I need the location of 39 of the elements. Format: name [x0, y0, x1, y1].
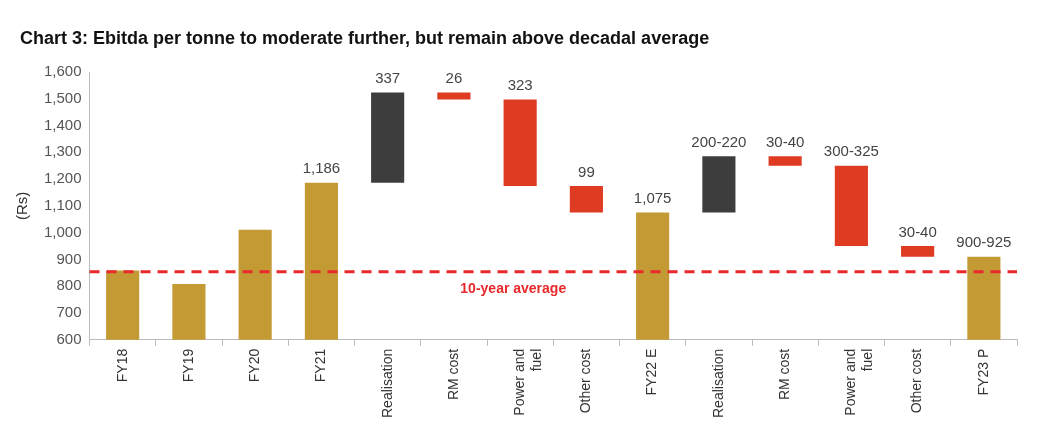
x-tick-label: Realisation — [378, 348, 395, 418]
data-label: 1,186 — [302, 159, 341, 177]
y-tick-label: 1,000 — [43, 222, 82, 240]
y-tick-label: 600 — [56, 329, 82, 347]
data-label: 200-220 — [691, 132, 747, 150]
y-tick-label: 1,100 — [43, 196, 82, 214]
x-tick-label: FY22 E — [643, 348, 660, 396]
x-tick-label: FY20 — [246, 348, 263, 383]
chart-title: Chart 3: Ebitda per tonne to moderate further, but remain above decadal average — [20, 28, 710, 49]
data-label: 1,075 — [633, 189, 672, 207]
y-tick-label: 1,600 — [43, 62, 82, 80]
data-label: 30-40 — [765, 132, 805, 150]
y-tick-label: 900 — [56, 249, 82, 267]
data-label: 337 — [375, 69, 401, 87]
x-tick-label: FY21 — [312, 348, 329, 383]
y-tick-label: 1,500 — [43, 88, 82, 106]
data-label: 323 — [507, 76, 533, 94]
data-label: 900-925 — [956, 233, 1012, 251]
y-axis-title: (Rs) — [13, 191, 31, 221]
data-label: 300-325 — [823, 142, 879, 160]
y-tick-label: 1,200 — [43, 169, 82, 187]
x-tick-label: Power and fuel — [511, 348, 544, 416]
y-tick-label: 700 — [56, 303, 82, 321]
x-tick-label: Power and fuel — [842, 348, 876, 416]
ref-line-label: 10-year average — [460, 279, 567, 296]
x-tick-label: FY19 — [179, 348, 196, 383]
data-label: 26 — [445, 69, 463, 87]
data-label: 99 — [578, 162, 595, 180]
x-tick-label: Other cost — [908, 348, 925, 414]
x-tick-label: RM cost — [444, 348, 461, 401]
x-tick-label: Other cost — [577, 348, 594, 414]
x-tick-label: RM cost — [775, 348, 792, 401]
y-tick-label: 1,400 — [43, 115, 82, 133]
x-tick-label: Realisation — [709, 348, 726, 418]
y-tick-label: 800 — [56, 276, 82, 294]
data-label: 30-40 — [898, 222, 937, 240]
x-tick-label: FY23 P — [974, 348, 991, 396]
x-tick-label: FY18 — [113, 348, 130, 383]
y-tick-label: 1,300 — [43, 142, 82, 160]
